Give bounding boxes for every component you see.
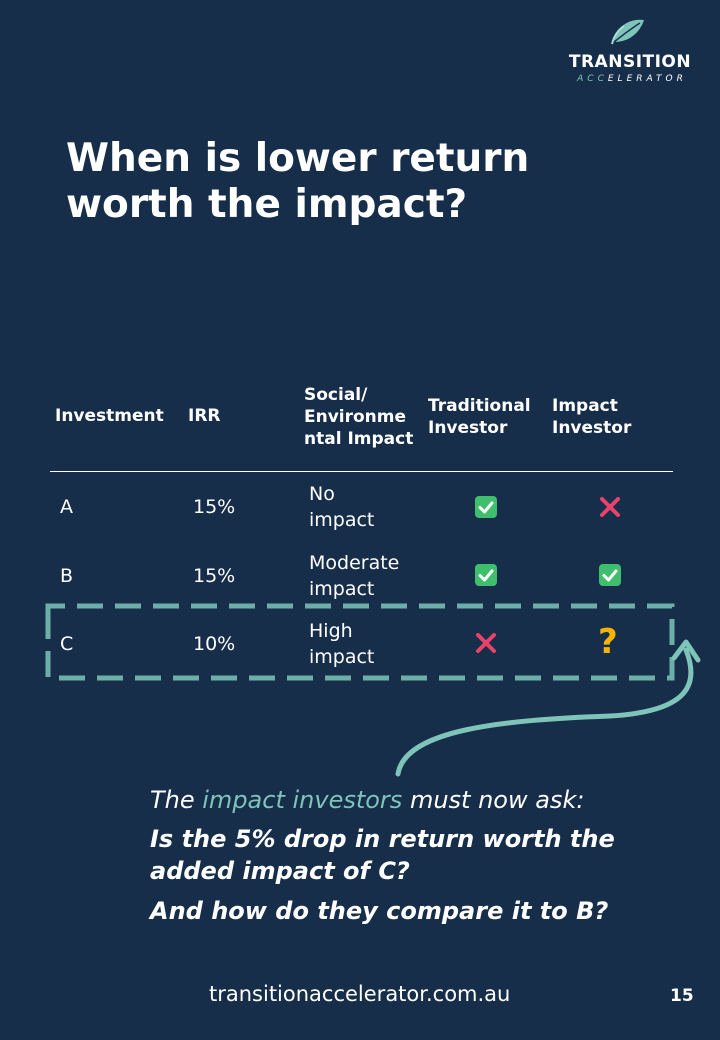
header-irr: IRR	[188, 406, 221, 426]
header-divider	[50, 471, 673, 472]
header-impact-line-3: ntal Impact	[304, 429, 414, 449]
row-b-traditional-check-icon	[475, 564, 497, 586]
header-impact-investor: Impact Investor	[552, 395, 631, 439]
callout-question-1-line-1: Is the 5% drop in return worth the	[150, 825, 615, 853]
logo-title: TRANSITION	[568, 52, 692, 72]
logo-subtitle: ACCELERATOR	[572, 74, 692, 84]
row-c-traditional-cross-icon	[476, 633, 496, 653]
row-c-impact-line-2: impact	[309, 646, 375, 668]
page-number: 15	[670, 986, 694, 1006]
header-impact-line-2: Environme	[304, 407, 407, 427]
header-social-environmental-impact: Social/ Environme ntal Impact	[304, 384, 413, 450]
row-a-irr: 15%	[193, 496, 236, 518]
row-c-impact-question-icon: ?	[598, 622, 618, 662]
row-b-investment: B	[60, 565, 74, 587]
callout-lead-highlight: impact investors	[202, 786, 403, 814]
leaf-logo-icon	[611, 19, 644, 45]
callout-lead-after: must now ask:	[402, 786, 585, 814]
header-traditional-line-2: Investor	[428, 418, 508, 438]
row-a-investment: A	[60, 496, 73, 518]
header-impact-line-1: Social/	[304, 385, 368, 405]
header-investment: Investment	[55, 406, 164, 426]
callout-lead-before: The	[150, 786, 203, 814]
row-b-impact-check-icon	[599, 564, 621, 586]
page-title: When is lower return worth the impact?	[66, 136, 666, 228]
row-c-dashed-highlight	[45, 603, 675, 681]
header-traditional-line-1: Traditional	[428, 396, 531, 416]
row-a-traditional-check-icon	[475, 496, 497, 518]
title-line-2: worth the impact?	[66, 182, 468, 227]
transition-accelerator-logo: TRANSITION ACCELERATOR	[560, 16, 700, 96]
row-c-impact-line-1: High	[309, 620, 353, 642]
row-c-impact: High impact	[309, 618, 429, 670]
row-b-impact-line-2: impact	[309, 578, 375, 600]
logo-subtitle-accent: ACC	[577, 74, 608, 84]
callout-question-1: Is the 5% drop in return worth the added…	[150, 823, 710, 887]
header-traditional-investor: Traditional Investor	[428, 395, 531, 439]
row-b-irr: 15%	[193, 565, 236, 587]
callout-arrow-icon	[395, 647, 694, 777]
footer-url: transitionaccelerator.com.au	[209, 982, 511, 1006]
callout-lead: The impact investors must now ask:	[150, 785, 710, 815]
row-c-investment: C	[60, 633, 74, 655]
row-b-impact-line-1: Moderate	[309, 552, 400, 574]
row-a-impact: No impact	[309, 481, 429, 533]
row-a-impact-line-1: No	[309, 483, 335, 505]
header-impact-investor-line-1: Impact	[552, 396, 618, 416]
row-a-impact-cross-icon	[600, 497, 620, 517]
title-line-1: When is lower return	[66, 136, 530, 181]
row-b-impact: Moderate impact	[309, 550, 429, 602]
logo-subtitle-rest: ELERATOR	[607, 74, 687, 84]
row-c-irr: 10%	[193, 633, 236, 655]
callout-question-1-line-2: added impact of C?	[150, 857, 410, 885]
header-impact-investor-line-2: Investor	[552, 418, 632, 438]
callout-question-2: And how do they compare it to B?	[150, 897, 609, 925]
row-a-impact-line-2: impact	[309, 509, 375, 531]
